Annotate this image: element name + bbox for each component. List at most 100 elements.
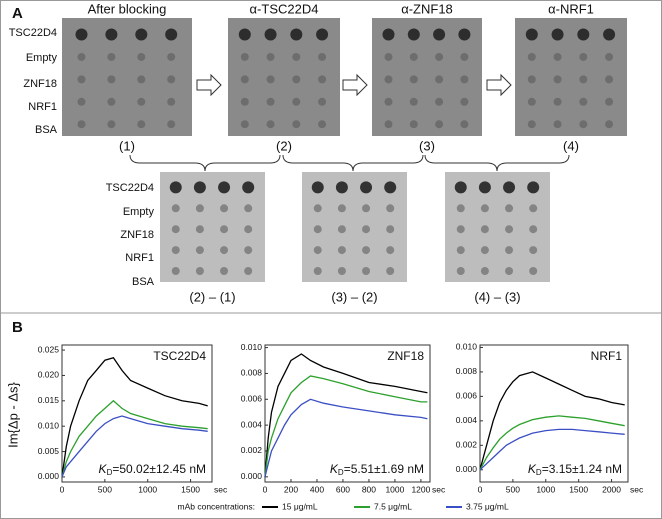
spot xyxy=(244,246,253,255)
spot xyxy=(169,181,182,194)
spot xyxy=(605,97,614,106)
spot xyxy=(171,204,180,213)
brace xyxy=(424,154,570,172)
spot xyxy=(195,204,204,213)
spot xyxy=(313,246,322,255)
row-label: BSA xyxy=(35,124,58,136)
spot xyxy=(527,52,536,61)
spot xyxy=(386,267,395,275)
series-line xyxy=(61,356,208,477)
spot xyxy=(433,28,446,41)
x-tick-label: 2000 xyxy=(602,484,621,494)
spot xyxy=(137,120,146,129)
series-line xyxy=(479,428,625,471)
spot xyxy=(335,181,348,194)
spot xyxy=(218,181,231,194)
spot xyxy=(551,28,564,41)
y-tick-label: 0.010 xyxy=(456,342,478,352)
brace xyxy=(282,154,424,172)
difference-caption: (4) – (3) xyxy=(474,289,520,304)
spot xyxy=(505,267,514,275)
x-tick-label: 200 xyxy=(284,484,298,494)
spot xyxy=(337,225,346,234)
y-tick-label: 0.000 xyxy=(241,471,263,481)
x-unit: sec xyxy=(630,484,644,494)
spot xyxy=(167,97,176,106)
spot xyxy=(384,181,397,194)
x-tick-label: 1000 xyxy=(385,484,404,494)
row-label: TSC22D4 xyxy=(106,182,154,194)
spot xyxy=(195,225,204,234)
image-title: α-NRF1 xyxy=(548,1,594,16)
spot xyxy=(105,28,118,41)
spot xyxy=(337,246,346,255)
series-line xyxy=(479,371,625,470)
spot xyxy=(240,120,249,129)
spot xyxy=(553,97,562,106)
y-tick-label: 0.005 xyxy=(38,446,60,456)
y-tick-label: 0.002 xyxy=(456,440,478,450)
y-tick-label: 0.015 xyxy=(38,395,60,405)
kd-value: =50.02±12.45 nM xyxy=(112,462,206,476)
spot xyxy=(605,75,614,84)
spot xyxy=(407,28,420,41)
spot xyxy=(579,75,588,84)
spot xyxy=(171,267,180,275)
spot xyxy=(171,225,180,234)
kd-annotation: KD=5.51±1.69 nM xyxy=(330,462,424,477)
y-tick-label: 0.008 xyxy=(241,368,263,378)
spot xyxy=(311,181,324,194)
spot xyxy=(435,97,444,106)
panel-label: A xyxy=(12,5,23,22)
spot xyxy=(553,75,562,84)
spot xyxy=(460,97,469,106)
row-label: Empty xyxy=(26,52,58,64)
spot xyxy=(220,225,229,234)
y-tick-label: 0.004 xyxy=(241,419,263,429)
row-label: Empty xyxy=(123,206,155,218)
spot xyxy=(266,120,275,129)
spot xyxy=(478,181,491,194)
spot xyxy=(220,246,229,255)
spot xyxy=(107,120,116,129)
x-tick-label: 1500 xyxy=(569,484,588,494)
spot xyxy=(292,120,301,129)
kd-value: =5.51±1.69 nM xyxy=(344,462,424,476)
image-caption: (1) xyxy=(119,138,135,153)
x-tick-label: 500 xyxy=(98,484,112,494)
spot xyxy=(553,120,562,129)
spot xyxy=(480,267,489,275)
spot xyxy=(313,267,322,275)
spot xyxy=(384,52,393,61)
x-tick-label: 1000 xyxy=(138,484,157,494)
spot xyxy=(577,28,590,41)
kd-annotation: KD=3.15±1.24 nM xyxy=(528,462,622,477)
x-tick-label: 400 xyxy=(310,484,324,494)
spot xyxy=(579,97,588,106)
spot xyxy=(167,120,176,129)
spot xyxy=(386,225,395,234)
kd-symbol: K xyxy=(528,462,537,476)
spot xyxy=(135,28,148,41)
spot xyxy=(264,28,277,41)
spot xyxy=(165,28,178,41)
spot xyxy=(137,75,146,84)
spot xyxy=(505,225,514,234)
spot xyxy=(318,97,327,106)
spot xyxy=(313,204,322,213)
panel-label: B xyxy=(12,319,23,336)
series-line xyxy=(479,415,625,471)
x-unit: sec xyxy=(214,484,228,494)
spot xyxy=(318,75,327,84)
spot xyxy=(605,120,614,129)
kd-symbol: K xyxy=(99,462,108,476)
plot-area xyxy=(479,344,629,483)
x-tick-label: 1200 xyxy=(411,484,430,494)
spot xyxy=(75,28,88,41)
spot xyxy=(313,225,322,234)
spot xyxy=(242,181,255,194)
spot xyxy=(107,75,116,84)
spot xyxy=(527,181,540,194)
spot xyxy=(527,97,536,106)
legend-label: 15 μg/mL xyxy=(282,501,318,511)
